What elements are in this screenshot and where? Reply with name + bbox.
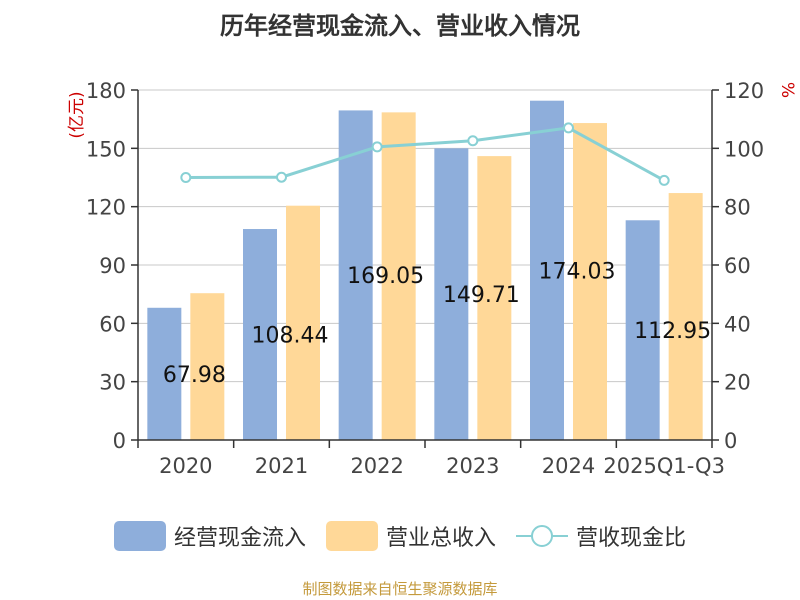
right-tick-label: 0 [724,429,737,453]
legend: 经营现金流入 营业总收入 营收现金比 [0,516,800,556]
x-tick-label: 2025Q1-Q3 [603,454,725,478]
ratio-point [658,174,670,186]
legend-item-revenue[interactable]: 营业总收入 [325,520,496,552]
left-tick-label: 0 [113,429,126,453]
legend-label-cash-inflow: 经营现金流入 [173,526,306,551]
x-tick-label: 2024 [542,454,595,478]
legend-line-marker-icon [516,525,568,547]
x-tick-label: 2023 [446,454,499,478]
ratio-point [467,135,479,147]
data-label: 174.03 [539,259,616,284]
right-tick-label: 100 [724,137,764,161]
left-tick-label: 90 [99,254,126,278]
ratio-point [180,172,192,183]
bar-revenue [190,293,225,440]
data-label: 112.95 [634,319,711,344]
ratio-line [185,126,665,182]
left-tick-label: 150 [86,137,126,161]
legend-item-ratio[interactable]: 营收现金比 [516,520,686,552]
bar-group [147,100,703,441]
legend-swatch-cash-inflow [113,521,166,551]
left-tick-label: 120 [86,196,126,220]
x-tick-label: 2022 [350,454,403,478]
y-left-axis-title: (亿元) [67,91,87,138]
bar-cash-inflow [434,148,469,441]
bar-revenue [286,205,320,440]
bar-cash-inflow [338,110,373,441]
chart-title: 历年经营现金流入、营业收入情况 [220,12,580,40]
x-tick-label: 2021 [255,454,308,478]
ratio-point [276,171,287,183]
bar-cash-inflow [625,220,660,440]
data-label: 67.98 [163,363,226,388]
data-label: 149.71 [443,283,520,308]
right-tick-label: 120 [724,79,764,103]
data-label: 169.05 [347,264,424,289]
bar-revenue [381,112,416,440]
data-label: 108.44 [252,324,329,349]
bar-revenue [668,193,703,440]
right-tick-label: 80 [724,196,751,220]
bar-revenue [477,156,512,440]
legend-label-revenue: 营业总收入 [385,526,496,551]
ratio-point [563,122,574,134]
ratio-point [371,141,383,153]
ratio-line-group [180,122,670,186]
y-right-axis-title: % [777,82,797,98]
bar-cash-inflow [147,307,182,440]
right-tick-label: 20 [724,371,751,395]
legend-item-cash-inflow[interactable]: 经营现金流入 [113,520,306,552]
right-tick-label: 40 [724,312,751,336]
data-label-group: 67.98 108.44 169.05 149.71 174.03 112.95 [163,259,711,388]
source-note: 制图数据来自恒生聚源数据库 [302,580,498,598]
left-tick-label: 60 [99,312,126,336]
bar-cash-inflow [530,100,564,440]
left-tick-label: 30 [99,371,126,395]
right-tick-label: 60 [724,254,751,278]
axes-group: 0 30 60 90 120 150 180 0 20 40 60 80 100 120 2020 2021 2… [67,79,797,478]
bar-cash-inflow [243,229,277,440]
legend-swatch-revenue [325,521,378,551]
left-tick-label: 180 [86,79,126,103]
bar-revenue [573,123,607,441]
x-tick-label: 2020 [159,454,212,478]
legend-label-ratio: 营收现金比 [576,526,687,551]
